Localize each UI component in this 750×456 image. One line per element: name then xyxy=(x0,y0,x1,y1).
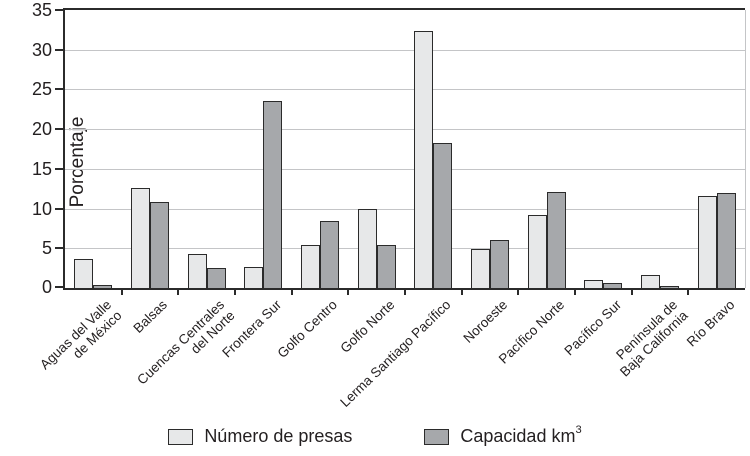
bar-series1-cat6 xyxy=(433,143,453,288)
bar-series0-cat7 xyxy=(471,249,490,288)
x-tick-7 xyxy=(460,288,463,295)
y-tick-25 xyxy=(55,88,63,91)
y-axis-title: Porcentaje xyxy=(67,116,88,208)
plot-top-border xyxy=(63,8,745,10)
bar-series1-cat9 xyxy=(603,283,623,288)
bar-series1-cat2 xyxy=(206,268,226,288)
x-tick-1 xyxy=(120,288,123,295)
bar-series1-cat11 xyxy=(716,193,736,288)
y-tick-label-30: 30 xyxy=(31,39,52,60)
y-tick-label-25: 25 xyxy=(31,79,52,100)
bar-series0-cat10 xyxy=(641,275,660,288)
gridline-y-20 xyxy=(65,129,745,131)
legend-item-numero-de-presas: Número de presas xyxy=(168,426,352,447)
gridline-y-10 xyxy=(65,208,745,210)
y-axis-line xyxy=(63,8,65,290)
x-tick-11 xyxy=(687,288,690,295)
x-tick-6 xyxy=(404,288,406,295)
bar-series0-cat6 xyxy=(414,31,434,288)
bar-series1-cat8 xyxy=(546,191,566,288)
x-label-text: Lerma Santiago Pacífico xyxy=(337,297,454,410)
y-tick-label-35: 35 xyxy=(31,0,52,20)
bar-series0-cat9 xyxy=(584,280,604,288)
legend-label-capacidad: Capacidad km3 xyxy=(460,424,582,446)
bar-series0-cat3 xyxy=(244,266,264,288)
bar-series0-cat5 xyxy=(357,209,377,288)
plot-area: Porcentaje 0 5 10 15 20 25 30 35 Aguas del Valle… xyxy=(32,0,746,410)
bar-series1-cat10 xyxy=(660,286,679,288)
x-tick-4 xyxy=(290,288,293,295)
y-tick-label-20: 20 xyxy=(31,119,52,140)
plot-right-border xyxy=(745,10,746,288)
x-label-text: Noroeste xyxy=(460,297,511,346)
y-tick-label-10: 10 xyxy=(31,198,52,219)
legend-label-numero-de-presas: Número de presas xyxy=(204,426,353,446)
bar-series0-cat11 xyxy=(697,195,717,288)
x-tick-9 xyxy=(574,288,576,295)
y-tick-35 xyxy=(55,9,63,11)
bar-series0-cat8 xyxy=(527,214,547,288)
y-tick-label-15: 15 xyxy=(31,158,52,179)
x-tick-2 xyxy=(177,288,180,295)
x-label-text: Frontera Sur xyxy=(218,297,284,361)
gridline-y-30 xyxy=(65,49,745,51)
x-label-text: Río Bravo xyxy=(683,297,738,350)
x-tick-5 xyxy=(347,288,350,295)
bar-series1-cat5 xyxy=(376,245,396,288)
y-tick-10 xyxy=(55,207,63,210)
gridline-y-25 xyxy=(65,89,745,91)
bar-series0-cat0 xyxy=(74,259,94,288)
x-label-text: Aguas del Valle de México xyxy=(36,297,125,373)
x-tick-3 xyxy=(234,288,236,295)
x-label-text: Balsas xyxy=(130,297,171,336)
gridline-y-15 xyxy=(65,168,745,170)
y-tick-label-0: 0 xyxy=(41,277,52,297)
bar-series1-cat0 xyxy=(93,284,113,288)
bar-series1-cat7 xyxy=(490,239,509,288)
x-label-text: Golfo Centro xyxy=(274,297,341,361)
y-tick-5 xyxy=(55,247,63,250)
bar-series1-cat3 xyxy=(263,101,283,288)
y-tick-0 xyxy=(55,286,63,288)
y-tick-label-5: 5 xyxy=(41,238,52,259)
bar-series0-cat4 xyxy=(301,245,320,288)
bar-series1-cat1 xyxy=(150,202,169,288)
legend-swatch-dark xyxy=(424,428,450,445)
bar-series0-cat1 xyxy=(131,187,150,288)
x-tick-10 xyxy=(630,288,633,295)
legend-swatch-light xyxy=(168,428,194,445)
bar-series0-cat2 xyxy=(187,253,207,288)
y-tick-20 xyxy=(55,128,63,131)
gridline-y-5 xyxy=(65,248,745,250)
y-tick-30 xyxy=(55,48,63,51)
legend: Número de presas Capacidad km3 xyxy=(0,424,750,447)
legend-item-capacidad: Capacidad km3 xyxy=(424,424,582,447)
x-tick-8 xyxy=(517,288,520,295)
y-tick-15 xyxy=(55,167,63,170)
x-label-text: Golfo Norte xyxy=(336,297,398,356)
bar-series1-cat4 xyxy=(320,220,339,288)
